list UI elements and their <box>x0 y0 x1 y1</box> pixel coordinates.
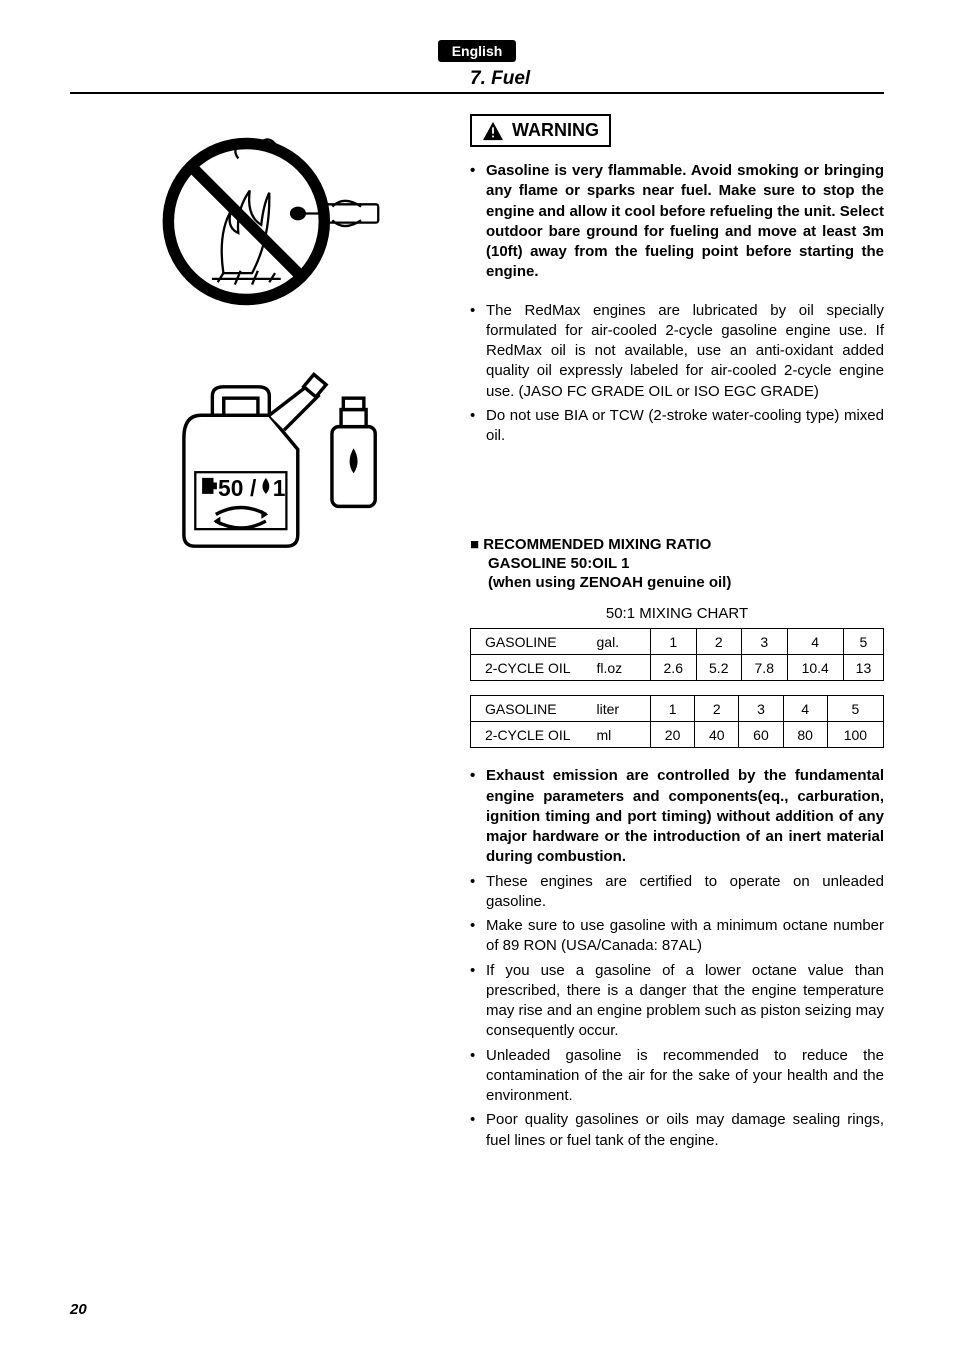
content-column: WARNING Gasoline is very flammable. Avoi… <box>470 114 884 1155</box>
cell-value: 100 <box>827 722 883 748</box>
warning-label: WARNING <box>512 120 599 141</box>
fuel-mix-illustration: 50 / 1 <box>140 364 410 574</box>
cell-value: 1 <box>651 696 695 722</box>
cell-value: 2.6 <box>651 655 697 681</box>
table-row: 2-CYCLE OIL fl.oz 2.6 5.2 7.8 10.4 13 <box>471 655 884 681</box>
cell-value: 13 <box>843 655 883 681</box>
cell-value: 10.4 <box>787 655 843 681</box>
lower-bullet-2: Make sure to use gasoline with a minimum… <box>470 916 884 957</box>
lower-bullet-list: Exhaust emission are controlled by the f… <box>470 766 884 1151</box>
warning-icon <box>482 121 504 141</box>
cell-label: GASOLINE <box>471 696 591 722</box>
svg-text:1: 1 <box>273 475 286 501</box>
ratio-heading: RECOMMENDED MIXING RATIO <box>470 536 884 553</box>
table-row: GASOLINE gal. 1 2 3 4 5 <box>471 629 884 655</box>
lower-bullet-0: Exhaust emission are controlled by the f… <box>470 766 884 867</box>
lower-bullet-4: Unleaded gasoline is recommended to redu… <box>470 1046 884 1107</box>
cell-value: 1 <box>651 629 697 655</box>
divider <box>70 92 884 94</box>
cell-value: 80 <box>783 722 827 748</box>
info-bullet-0: The RedMax engines are lubricated by oil… <box>470 301 884 402</box>
section-name: Fuel <box>491 68 530 89</box>
chart-title: 50:1 MIXING CHART <box>470 605 884 622</box>
cell-value: 60 <box>739 722 783 748</box>
cell-value: 2 <box>696 629 742 655</box>
page-number: 20 <box>70 1301 87 1318</box>
cell-value: 4 <box>787 629 843 655</box>
cell-unit: fl.oz <box>591 655 651 681</box>
section-number: 7. <box>470 68 486 89</box>
cell-label: 2-CYCLE OIL <box>471 655 591 681</box>
ratio-condition: (when using ZENOAH genuine oil) <box>470 574 884 591</box>
cell-value: 7.8 <box>742 655 788 681</box>
cell-value: 3 <box>742 629 788 655</box>
cell-unit: ml <box>591 722 651 748</box>
language-badge: English <box>438 40 517 62</box>
info-bullet-1: Do not use BIA or TCW (2-stroke water-co… <box>470 406 884 447</box>
warning-text: Gasoline is very flammable. Avoid smokin… <box>470 161 884 283</box>
warning-box: WARNING <box>470 114 611 147</box>
cell-label: 2-CYCLE OIL <box>471 722 591 748</box>
ratio-subheading: GASOLINE 50:OIL 1 <box>470 555 884 572</box>
mixing-table-metric: GASOLINE liter 1 2 3 4 5 2-CYCLE OIL ml … <box>470 695 884 748</box>
cell-value: 5.2 <box>696 655 742 681</box>
cell-value: 3 <box>739 696 783 722</box>
svg-text:/: / <box>250 475 257 501</box>
cell-unit: liter <box>591 696 651 722</box>
cell-value: 5 <box>827 696 883 722</box>
no-fire-illustration <box>140 124 410 324</box>
cell-value: 5 <box>843 629 883 655</box>
table-row: 2-CYCLE OIL ml 20 40 60 80 100 <box>471 722 884 748</box>
lower-bullet-1: These engines are certified to operate o… <box>470 872 884 913</box>
svg-text:50: 50 <box>218 475 243 501</box>
lower-bullet-3: If you use a gasoline of a lower octane … <box>470 961 884 1042</box>
cell-value: 40 <box>695 722 739 748</box>
cell-unit: gal. <box>591 629 651 655</box>
cell-value: 20 <box>651 722 695 748</box>
cell-label: GASOLINE <box>471 629 591 655</box>
illustration-column: 50 / 1 <box>70 114 440 1155</box>
section-title: 7. Fuel <box>470 68 884 90</box>
mixing-table-us: GASOLINE gal. 1 2 3 4 5 2-CYCLE OIL fl.o… <box>470 628 884 681</box>
lower-bullet-5: Poor quality gasolines or oils may damag… <box>470 1110 884 1151</box>
cell-value: 4 <box>783 696 827 722</box>
cell-value: 2 <box>695 696 739 722</box>
mixing-ratio-block: RECOMMENDED MIXING RATIO GASOLINE 50:OIL… <box>470 536 884 748</box>
table-row: GASOLINE liter 1 2 3 4 5 <box>471 696 884 722</box>
